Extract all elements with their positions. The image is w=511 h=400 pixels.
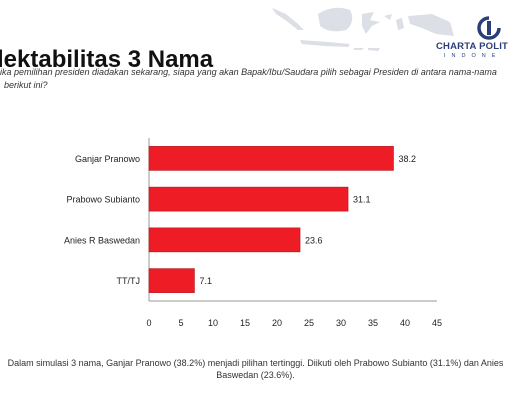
bar-1	[148, 186, 349, 212]
caption-line-1: Dalam simulasi 3 nama, Ganjar Pranowo (3…	[7, 358, 504, 368]
x-tick-label: 10	[208, 318, 218, 328]
x-tick-label: 15	[240, 318, 250, 328]
charta-logo-icon	[477, 16, 501, 40]
indonesia-map-watermark	[272, 7, 454, 51]
logo-name: CHARTA POLIT	[436, 41, 509, 52]
x-tick-label: 45	[432, 318, 442, 328]
x-tick-label: 0	[146, 318, 151, 328]
bar-chart: Ganjar Pranowo 38.2 Prabowo Subianto 31.1 An…	[64, 138, 442, 328]
category-label: Ganjar Pranowo	[75, 154, 140, 164]
category-label: TT/TJ	[117, 276, 141, 286]
page-title: lektabilitas 3 Nama	[0, 46, 214, 74]
bar-0	[148, 146, 394, 171]
data-label: 31.1	[353, 195, 371, 205]
x-tick-label: 25	[304, 318, 314, 328]
data-label: 7.1	[199, 276, 212, 286]
chart-caption: Dalam simulasi 3 nama, Ganjar Pranowo (3…	[0, 357, 511, 381]
category-label: Anies R Baswedan	[64, 235, 140, 245]
survey-question-line-1: ika pemilihan presiden diadakan sekarang…	[0, 67, 497, 77]
data-label: 23.6	[305, 235, 323, 245]
logo-subtitle: INDONE	[444, 53, 502, 59]
bar-2	[148, 227, 301, 253]
caption-line-2: Baswedan (23.6%).	[216, 370, 295, 380]
survey-question: ika pemilihan presiden diadakan sekarang…	[0, 66, 505, 92]
x-tick-label: 30	[336, 318, 346, 328]
x-tick-label: 40	[400, 318, 410, 328]
data-label: 38.2	[398, 154, 416, 164]
survey-question-line-2: berikut ini?	[4, 80, 48, 90]
charta-politika-logo: CHARTA POLIT INDONE	[430, 16, 511, 61]
category-label: Prabowo Subianto	[66, 195, 140, 205]
x-tick-label: 5	[178, 318, 183, 328]
x-tick-label: 20	[272, 318, 282, 328]
x-tick-label: 35	[368, 318, 378, 328]
bar-3	[148, 268, 195, 293]
